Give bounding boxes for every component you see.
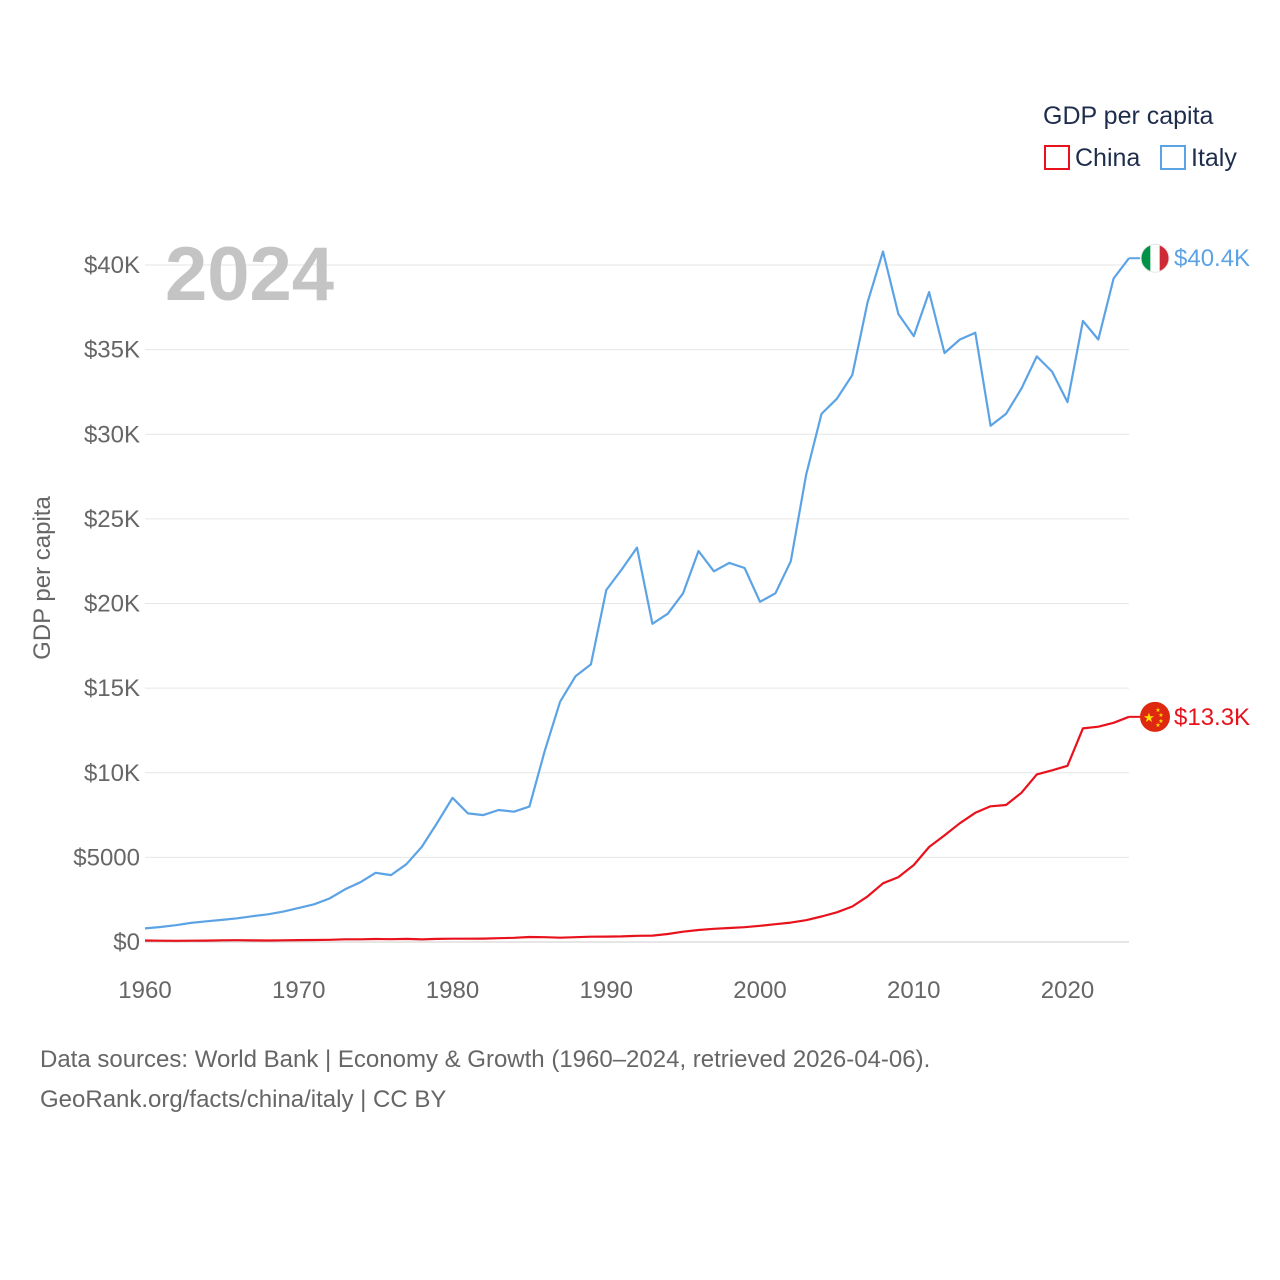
legend-label-italy[interactable]: Italy xyxy=(1191,144,1237,172)
legend-title: GDP per capita xyxy=(1043,102,1214,130)
source-link[interactable]: GeoRank.org/facts/china/italy | CC BY xyxy=(40,1086,447,1113)
svg-text:★: ★ xyxy=(1158,718,1163,725)
source-footer: Data sources: World Bank | Economy & Gro… xyxy=(40,1040,930,1120)
year-watermark: 2024 xyxy=(165,232,334,317)
svg-text:★: ★ xyxy=(1155,722,1160,729)
x-tick-label: 2010 xyxy=(887,977,940,1004)
x-axis-ticks: 1960 1970 1980 1990 2000 2010 2020 xyxy=(118,977,1094,1004)
x-tick-label: 1960 xyxy=(118,977,171,1004)
x-tick-label: 1990 xyxy=(580,977,633,1004)
y-tick-label: $25K xyxy=(84,506,140,533)
y-tick-label: $30K xyxy=(84,421,140,448)
series-lines xyxy=(144,250,1140,942)
end-label-china: $13.3K xyxy=(1174,704,1250,731)
gdp-chart: $0 $5000 $10K $15K $20K $25K $30K $35K $40K 1960… xyxy=(29,102,1250,1004)
end-markers: ★ ★ ★ ★ ★ $40.4K $13.3K xyxy=(1140,243,1250,732)
svg-text:★: ★ xyxy=(1143,711,1155,726)
svg-text:★: ★ xyxy=(1155,707,1160,714)
source-line: Data sources: World Bank | Economy & Gro… xyxy=(40,1046,931,1073)
svg-text:★: ★ xyxy=(1158,712,1163,719)
y-tick-label: $15K xyxy=(84,675,140,702)
y-tick-label: $5000 xyxy=(73,844,140,871)
y-tick-label: $40K xyxy=(84,252,140,279)
grid-lines xyxy=(145,264,1129,943)
x-tick-label: 2000 xyxy=(733,977,786,1004)
italy-flag-icon xyxy=(1140,243,1170,273)
y-tick-label: $20K xyxy=(84,591,140,618)
legend: GDP per capita China Italy xyxy=(1043,102,1237,172)
end-label-italy: $40.4K xyxy=(1174,245,1250,272)
y-axis-title: GDP per capita xyxy=(29,496,56,660)
x-tick-label: 1980 xyxy=(426,977,479,1004)
y-tick-label: $10K xyxy=(84,760,140,787)
legend-label-china[interactable]: China xyxy=(1075,144,1140,172)
legend-swatch-china[interactable] xyxy=(1044,145,1070,170)
legend-swatch-italy[interactable] xyxy=(1160,145,1186,170)
y-tick-label: $0 xyxy=(113,929,140,956)
china-flag-icon: ★ ★ ★ ★ ★ xyxy=(1140,701,1170,732)
x-tick-label: 1970 xyxy=(272,977,325,1004)
x-tick-label: 2020 xyxy=(1041,977,1094,1004)
y-tick-label: $35K xyxy=(84,337,140,364)
y-axis-ticks: $0 $5000 $10K $15K $20K $25K $30K $35K $40K xyxy=(73,252,140,956)
series-line-italy[interactable] xyxy=(144,250,1130,930)
series-line-china[interactable] xyxy=(144,715,1130,942)
